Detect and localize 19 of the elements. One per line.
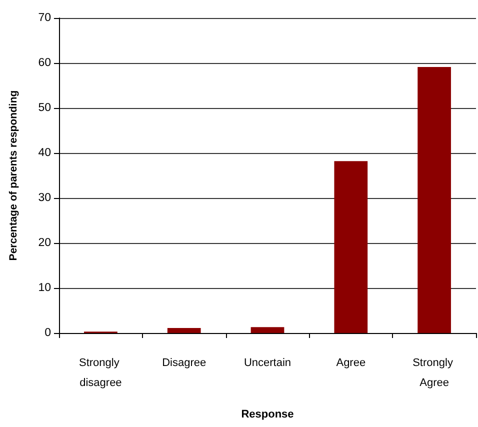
- y-tick-label: 10: [38, 282, 51, 294]
- bar: [334, 161, 368, 333]
- y-tick-label: 70: [38, 12, 51, 24]
- bar: [250, 327, 284, 333]
- bar: [418, 67, 451, 333]
- y-tick-label: 60: [38, 57, 51, 69]
- x-tick-label: Uncertain: [244, 357, 292, 369]
- bar: [167, 328, 201, 333]
- x-tick-label: Agree: [336, 357, 366, 369]
- y-tick-label: 50: [38, 102, 51, 114]
- y-axis-title: Percentage of parents responding: [8, 90, 20, 261]
- y-tick-label: 20: [38, 237, 51, 249]
- y-tick-label: 0: [44, 327, 51, 339]
- y-tick-label: 30: [38, 192, 51, 204]
- y-tick-label: 40: [38, 147, 51, 159]
- x-tick-label: Strongly disagree: [78, 357, 122, 389]
- x-axis-title: Response: [241, 408, 294, 420]
- x-tick-label: Strongly Agree: [412, 357, 456, 389]
- x-tick-label: Disagree: [162, 357, 206, 369]
